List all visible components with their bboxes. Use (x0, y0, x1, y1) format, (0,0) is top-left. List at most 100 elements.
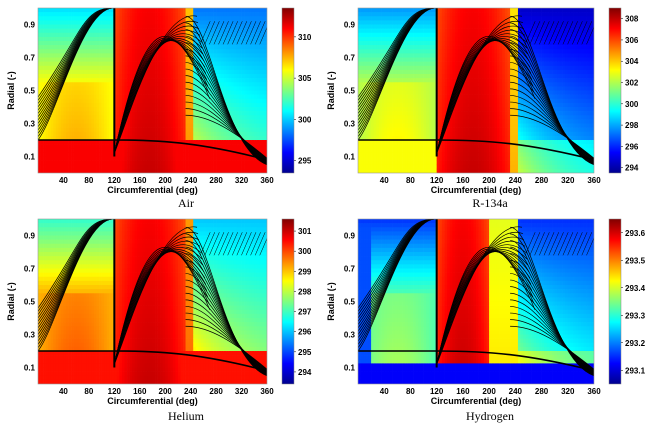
heatmap-cell (358, 123, 361, 128)
heatmap-cell (365, 152, 369, 157)
heatmap-cell (415, 102, 419, 108)
heatmap-cell (378, 102, 382, 108)
heatmap-cell (162, 156, 166, 161)
heatmap-cell (368, 131, 372, 137)
heatmap-cell (410, 45, 414, 50)
heatmap-cell (410, 148, 414, 153)
heatmap-cell (132, 45, 136, 50)
heatmap-cell (365, 78, 369, 83)
heatmap-cell (246, 20, 250, 25)
heatmap-cell (68, 156, 72, 161)
heatmap-cell (109, 24, 113, 29)
heatmap-cell (378, 135, 382, 141)
heatmap-cell (203, 156, 207, 161)
heatmap-cell (78, 107, 82, 112)
heatmap-cell (386, 98, 390, 104)
heatmap-cell (195, 160, 199, 166)
heatmap-cell (402, 61, 406, 67)
heatmap-cell (216, 123, 219, 128)
heatmap-cell (211, 135, 214, 141)
heatmap-cell (152, 148, 156, 153)
heatmap-cell (96, 32, 100, 38)
heatmap-cell (378, 107, 382, 112)
heatmap-cell (410, 78, 414, 83)
heatmap-cell (251, 36, 255, 42)
heatmap-cell (236, 148, 240, 153)
heatmap-cell (241, 24, 245, 29)
heatmap-cell (63, 94, 67, 100)
heatmap-cell (175, 98, 179, 104)
heatmap-cell (407, 32, 411, 38)
heatmap-cell (249, 82, 253, 87)
heatmap-cell (167, 152, 171, 157)
heatmap-cell (147, 131, 151, 137)
heatmap-cell (137, 148, 141, 153)
heatmap-cell (244, 12, 247, 17)
heatmap-cell (231, 140, 235, 145)
heatmap-cell (119, 90, 123, 95)
heatmap-cell (127, 156, 130, 161)
heatmap-cell (413, 107, 417, 112)
heatmap-cell (413, 144, 417, 149)
heatmap-cell (226, 53, 230, 58)
heatmap-cell (63, 107, 67, 112)
heatmap-cell (188, 61, 192, 67)
heatmap-cell (104, 12, 108, 17)
heatmap-cell (193, 148, 197, 153)
heatmap-cell (392, 98, 396, 104)
heatmap-cell (423, 78, 427, 83)
heatmap-cell (119, 107, 123, 112)
heatmap-cell (254, 90, 258, 95)
heatmap-cell (160, 90, 164, 95)
heatmap-cell (175, 65, 179, 71)
heatmap-cell (78, 102, 82, 108)
heatmap-cell (40, 32, 44, 38)
heatmap-cell (423, 16, 427, 21)
heatmap-cell (76, 69, 80, 75)
heatmap-cell (413, 49, 417, 54)
heatmap-cell (389, 111, 393, 116)
heatmap-cell (418, 16, 422, 21)
heatmap-cell (149, 127, 153, 133)
heatmap-cell (226, 8, 230, 13)
heatmap-cell (228, 74, 232, 79)
heatmap-cell (428, 45, 432, 50)
heatmap-cell (124, 61, 128, 67)
heatmap-cell (384, 94, 388, 100)
heatmap-cell (392, 20, 396, 25)
heatmap-cell (205, 78, 209, 83)
heatmap-cell (96, 123, 100, 128)
heatmap-cell (127, 131, 130, 137)
heatmap-cell (431, 69, 435, 75)
heatmap-cell (38, 164, 41, 170)
heatmap-cell (218, 16, 222, 21)
heatmap-cell (426, 86, 430, 91)
heatmap-cell (431, 148, 435, 153)
heatmap-cell (221, 65, 225, 71)
x-tick-label: 280 (209, 176, 223, 185)
heatmap-cell (420, 119, 424, 124)
heatmap-cell (198, 115, 202, 120)
heatmap-cell (152, 69, 156, 75)
heatmap-cell (68, 123, 72, 128)
heatmap-cell (193, 53, 197, 58)
heatmap-cell (157, 61, 161, 67)
heatmap-cell (93, 28, 97, 34)
heatmap-cell (124, 24, 128, 29)
heatmap-cell (358, 107, 361, 112)
heatmap-cell (407, 78, 411, 83)
heatmap-cell (93, 107, 97, 112)
heatmap-cell (246, 148, 250, 153)
heatmap-cell (183, 111, 186, 116)
heatmap-cell (144, 90, 148, 95)
heatmap-cell (43, 8, 46, 13)
hatch-line (245, 21, 257, 45)
heatmap-cell (190, 115, 194, 120)
heatmap-cell (402, 135, 406, 141)
heatmap-cell (254, 82, 258, 87)
heatmap-cell (264, 102, 267, 108)
heatmap-cell (167, 69, 171, 75)
heatmap-cell (392, 90, 396, 95)
heatmap-cell (394, 78, 398, 83)
heatmap-cell (73, 135, 77, 141)
